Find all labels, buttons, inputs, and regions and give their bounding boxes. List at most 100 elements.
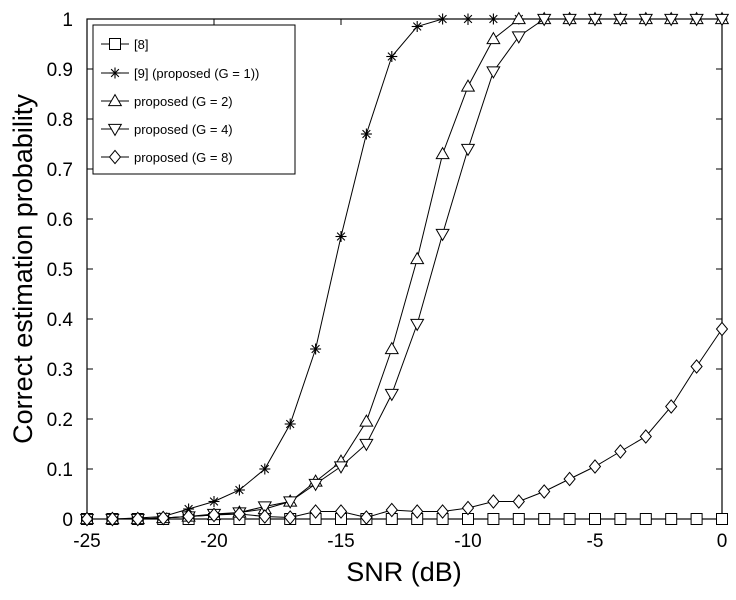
star-marker (462, 13, 474, 25)
star-marker (310, 343, 322, 355)
star-marker (360, 128, 372, 140)
diamond-marker (665, 399, 678, 414)
diamond-marker (131, 511, 144, 527)
diamond-marker (360, 510, 373, 525)
star-marker (259, 463, 271, 475)
triangle-down-marker (410, 318, 425, 332)
square-marker (538, 513, 551, 525)
square-marker (614, 513, 627, 525)
triangle-down-marker (435, 228, 450, 242)
y-tick-label: 0.9 (47, 60, 73, 81)
triangle-up-marker (486, 31, 501, 45)
star-marker (284, 418, 296, 430)
legend-entry: proposed (G = 8) (101, 149, 233, 165)
diamond-marker (309, 504, 322, 519)
triangle-up-marker (410, 251, 425, 265)
triangle-up-marker (511, 11, 526, 25)
star-marker (335, 231, 347, 242)
star-marker (437, 13, 449, 25)
triangle-down-marker (257, 501, 272, 514)
triangle-down-marker (714, 13, 730, 27)
y-tick-label: 0 (62, 510, 73, 531)
legend-entry: proposed (G = 4) (101, 122, 233, 137)
diamond-marker (588, 459, 602, 474)
triangle-down-marker (486, 66, 501, 79)
square-marker (589, 513, 601, 525)
legend-entry: [9] (proposed (G = 1)) (101, 66, 259, 81)
legend-label: proposed (G = 2) (134, 94, 233, 109)
diamond-marker (385, 502, 398, 518)
star-marker (386, 51, 398, 62)
legend-label: [9] (proposed (G = 1)) (134, 66, 259, 81)
triangle-up-marker (435, 146, 450, 160)
diamond-marker (334, 504, 348, 519)
star-marker (109, 67, 121, 79)
square-marker (109, 38, 121, 50)
y-tick-label: 0.4 (47, 310, 74, 331)
legend-box (92, 24, 296, 175)
diamond-marker (108, 149, 122, 165)
triangle-up-marker (359, 414, 374, 427)
triangle-down-marker (613, 13, 628, 27)
square-marker (716, 513, 728, 525)
x-tick-label: -15 (327, 531, 354, 552)
triangle-down-marker (359, 438, 374, 452)
diamond-marker (436, 504, 449, 519)
diamond-marker (715, 321, 729, 337)
y-axis-title: Correct estimation probability (8, 94, 38, 444)
triangle-up-marker (460, 79, 476, 92)
star-marker (487, 13, 499, 25)
diamond-marker (411, 504, 424, 519)
series-layer (79, 11, 730, 527)
triangle-down-marker (511, 31, 526, 44)
square-marker (665, 513, 678, 525)
series-diamond (80, 321, 729, 527)
x-tick-label: -5 (587, 531, 604, 552)
star-marker (208, 496, 220, 507)
triangle-down-marker (562, 13, 577, 27)
x-tick-label: 0 (717, 531, 728, 552)
x-tick-label: -25 (73, 531, 100, 552)
legend-entry: [8] (101, 37, 148, 52)
triangle-up-marker (384, 341, 399, 355)
y-tick-label: 0.3 (47, 360, 73, 381)
triangle-down-marker (638, 13, 653, 27)
legend-label: [8] (134, 37, 148, 52)
diamond-marker (182, 509, 195, 524)
triangle-down-marker (283, 496, 298, 509)
y-tick-label: 0.6 (47, 210, 73, 231)
diamond-marker (538, 484, 551, 499)
y-tick-label: 0.7 (47, 160, 73, 181)
triangle-down-marker (308, 478, 323, 492)
triangle-down-marker (460, 143, 476, 157)
legend-label: proposed (G = 4) (134, 122, 233, 137)
diamond-marker (461, 500, 475, 516)
x-tick-label: -10 (454, 531, 481, 552)
diamond-marker (512, 494, 525, 509)
diamond-marker (233, 506, 246, 522)
legend: [8] [9] (proposed (G = 1)) proposed (G = 2… (92, 24, 296, 175)
square-marker (563, 513, 576, 525)
triangle-down-marker (537, 13, 552, 27)
y-tick-label: 0.5 (47, 260, 73, 281)
y-tick-label: 1 (62, 10, 73, 31)
diamond-marker (487, 494, 500, 509)
square-marker (512, 513, 525, 525)
square-marker (690, 513, 703, 525)
diamond-marker (207, 507, 221, 523)
diamond-marker (690, 359, 703, 374)
star-marker (411, 21, 423, 32)
y-tick-label: 0.1 (47, 460, 73, 481)
diamond-marker (80, 511, 94, 527)
triangle-up-marker (107, 93, 123, 107)
triangle-down-marker (587, 13, 603, 27)
diamond-marker (258, 509, 271, 524)
legend-label: proposed (G = 8) (134, 150, 233, 165)
triangle-down-marker (384, 388, 399, 402)
square-marker (639, 513, 652, 525)
diamond-marker (639, 429, 652, 444)
square-marker (487, 513, 500, 525)
y-tick-label: 0.2 (47, 410, 73, 431)
diamond-marker (157, 510, 170, 526)
